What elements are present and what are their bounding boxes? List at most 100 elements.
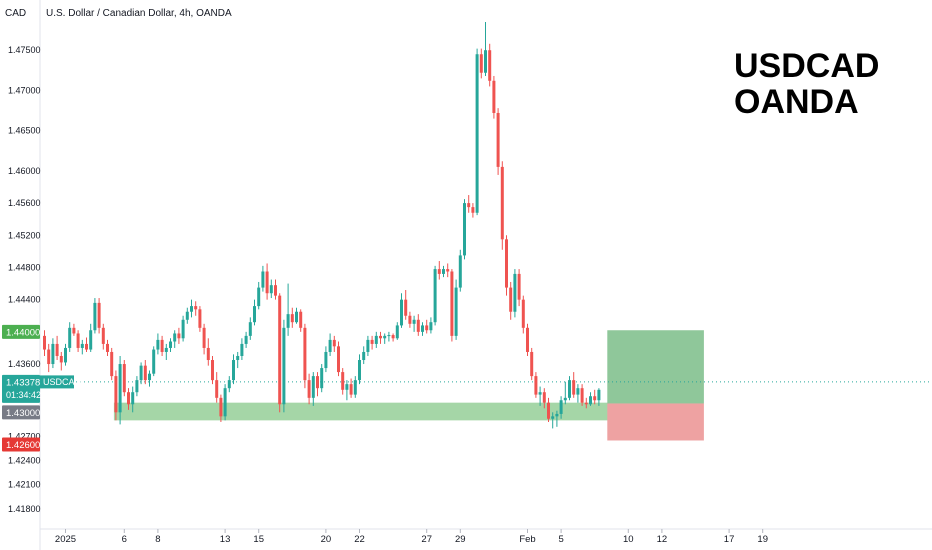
svg-text:1.44000: 1.44000: [6, 327, 40, 338]
candle-body: [559, 400, 563, 414]
candle-body: [202, 327, 206, 348]
support-price-tag: 1.43000: [2, 405, 40, 420]
candle-body: [576, 388, 580, 395]
y-tick-label: 1.42700: [8, 431, 41, 441]
candle-body: [261, 271, 265, 288]
x-tick-label: 2025: [55, 534, 76, 545]
x-tick-label: 13: [220, 534, 231, 545]
candle-body: [185, 311, 189, 320]
watermark-broker: OANDA: [734, 83, 859, 121]
candle-body: [500, 166, 504, 240]
x-tick-label: 22: [354, 534, 365, 545]
candle-body: [471, 207, 475, 213]
target-price-tag: 1.44000: [2, 324, 40, 339]
candle-body: [101, 327, 105, 344]
candle-body: [383, 335, 387, 339]
candle-body: [47, 349, 51, 365]
candle-body: [219, 397, 223, 417]
candle-body: [446, 269, 450, 272]
candle-body: [488, 50, 492, 81]
candle-body: [299, 311, 303, 328]
candle-body: [223, 388, 227, 417]
candle-body: [206, 347, 210, 361]
candle-body: [374, 335, 378, 344]
y-tick-label: 1.44800: [8, 262, 41, 272]
candle-body: [530, 351, 534, 377]
candle-body: [345, 384, 349, 390]
candle-body: [173, 333, 177, 342]
candle-body: [290, 314, 294, 323]
candle-body: [572, 380, 576, 395]
candle-body: [484, 50, 487, 73]
candle-body: [416, 319, 420, 332]
x-tick-label: 6: [122, 534, 127, 545]
candle-body: [215, 380, 219, 398]
x-tick-label: 29: [455, 534, 466, 545]
candle-body: [227, 380, 231, 389]
x-tick-label: 15: [253, 534, 264, 545]
x-tick-label: 12: [657, 534, 668, 545]
svg-text:1.43000: 1.43000: [6, 408, 40, 419]
x-tick-label: 17: [724, 534, 735, 545]
candle-body: [412, 319, 416, 324]
candle-body: [421, 325, 424, 332]
support-zone: [113, 402, 610, 421]
candle-body: [64, 347, 67, 363]
candle-body: [110, 351, 114, 377]
candle-body: [391, 335, 395, 339]
svg-text:1.42600: 1.42600: [6, 440, 40, 451]
y-tick-label: 1.44400: [8, 295, 41, 305]
candle-body: [59, 355, 63, 363]
candle-body: [76, 333, 80, 348]
y-tick-label: 1.46000: [8, 166, 41, 176]
candle-body: [127, 392, 130, 405]
candle-body: [521, 299, 525, 328]
candle-body: [433, 269, 437, 323]
candle-body: [51, 343, 55, 365]
candle-body: [442, 269, 445, 274]
candle-body: [106, 343, 109, 352]
svg-text:1.43378: 1.43378: [6, 377, 40, 388]
candle-body: [311, 376, 315, 398]
candle-body: [437, 269, 441, 274]
candle-body: [475, 54, 479, 213]
candle-body: [80, 343, 84, 348]
candle-body: [408, 315, 412, 324]
candle-body: [320, 368, 324, 389]
candle-body: [257, 287, 261, 307]
candle-body: [534, 376, 538, 395]
candle-body: [349, 384, 353, 395]
candle-body: [547, 402, 550, 419]
y-tick-label: 1.43600: [8, 359, 41, 369]
candle-body: [190, 306, 193, 312]
candle-body: [303, 327, 307, 381]
y-tick-label: 1.47000: [8, 85, 41, 95]
candle-body: [324, 351, 328, 369]
candle-body: [513, 273, 517, 312]
candle-body: [316, 376, 319, 389]
candle-body: [395, 325, 399, 339]
candle-body: [118, 364, 122, 413]
candle-body: [404, 299, 408, 316]
candle-body: [387, 335, 391, 337]
candle-body: [362, 351, 366, 361]
candle-body: [400, 299, 403, 326]
candle-body: [328, 339, 332, 352]
candle-body: [370, 339, 374, 344]
price-axis: 1.47500 1.47000 1.46500 1.46000 1.45600 1.452…: [8, 45, 41, 514]
instrument-title: U.S. Dollar / Canadian Dollar, 4h, OANDA: [46, 8, 232, 19]
svg-text:01:34:42: 01:34:42: [6, 390, 41, 400]
candle-body: [269, 285, 273, 294]
candle-body: [589, 396, 592, 405]
x-tick-label: 8: [155, 534, 160, 545]
candle-body: [492, 80, 496, 113]
candle-body: [122, 364, 126, 393]
candle-body: [240, 343, 244, 356]
profit-zone: [607, 330, 704, 404]
y-tick-label: 1.42400: [8, 456, 41, 466]
candle-body: [295, 311, 298, 323]
candle-body: [253, 306, 256, 323]
candle-body: [194, 306, 198, 310]
